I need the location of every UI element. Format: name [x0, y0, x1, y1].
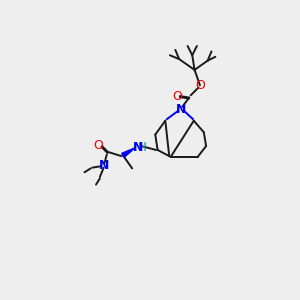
Text: N: N	[176, 103, 186, 116]
Text: O: O	[93, 139, 103, 152]
Text: O: O	[172, 90, 182, 103]
Text: O: O	[195, 79, 205, 92]
Polygon shape	[122, 148, 135, 157]
Text: H: H	[138, 141, 147, 154]
Text: N: N	[98, 159, 109, 172]
Text: N: N	[132, 141, 143, 154]
